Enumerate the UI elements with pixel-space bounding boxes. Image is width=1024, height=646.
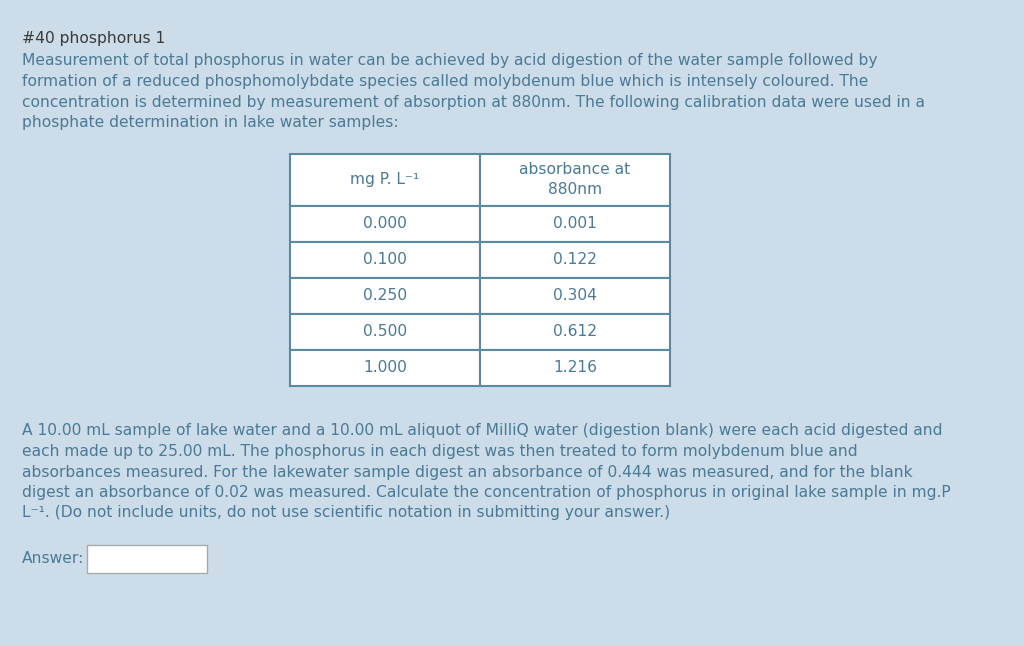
Bar xyxy=(290,154,480,205)
Text: 0.500: 0.500 xyxy=(362,324,408,339)
Text: 0.612: 0.612 xyxy=(553,324,597,339)
Bar xyxy=(290,313,480,349)
Text: each made up to 25.00 mL. The phosphorus in each digest was then treated to form: each made up to 25.00 mL. The phosphorus… xyxy=(22,444,858,459)
Text: absorbances measured. For the lakewater sample digest an absorbance of 0.444 was: absorbances measured. For the lakewater … xyxy=(22,464,912,479)
Text: absorbance at
880nm: absorbance at 880nm xyxy=(519,162,631,197)
Bar xyxy=(290,349,480,386)
Text: A 10.00 mL sample of lake water and a 10.00 mL aliquot of MilliQ water (digestio: A 10.00 mL sample of lake water and a 10… xyxy=(22,424,942,439)
Bar xyxy=(480,242,670,278)
Bar xyxy=(290,278,480,313)
Text: 1.000: 1.000 xyxy=(364,360,407,375)
Bar xyxy=(480,154,670,205)
Bar xyxy=(480,205,670,242)
Text: #40 phosphorus 1: #40 phosphorus 1 xyxy=(22,31,165,46)
Text: 0.100: 0.100 xyxy=(364,252,407,267)
Text: 0.250: 0.250 xyxy=(362,288,408,303)
Text: 1.216: 1.216 xyxy=(553,360,597,375)
Text: Measurement of total phosphorus in water can be achieved by acid digestion of th: Measurement of total phosphorus in water… xyxy=(22,54,878,68)
Bar xyxy=(290,242,480,278)
Text: Answer:: Answer: xyxy=(22,551,84,566)
Text: 0.304: 0.304 xyxy=(553,288,597,303)
Text: 0.122: 0.122 xyxy=(553,252,597,267)
Bar xyxy=(480,349,670,386)
Text: digest an absorbance of 0.02 was measured. Calculate the concentration of phosph: digest an absorbance of 0.02 was measure… xyxy=(22,485,950,500)
Bar xyxy=(480,313,670,349)
Text: concentration is determined by measurement of absorption at 880nm. The following: concentration is determined by measureme… xyxy=(22,94,925,110)
Text: mg P. L⁻¹: mg P. L⁻¹ xyxy=(350,172,420,187)
Bar xyxy=(87,545,207,572)
Text: 0.000: 0.000 xyxy=(364,216,407,231)
Text: phosphate determination in lake water samples:: phosphate determination in lake water sa… xyxy=(22,115,398,130)
Bar xyxy=(290,205,480,242)
Bar xyxy=(480,278,670,313)
Text: L⁻¹. (Do not include units, do not use scientific notation in submitting your an: L⁻¹. (Do not include units, do not use s… xyxy=(22,506,670,521)
Text: formation of a reduced phosphomolybdate species called molybdenum blue which is : formation of a reduced phosphomolybdate … xyxy=(22,74,868,89)
Text: 0.001: 0.001 xyxy=(553,216,597,231)
